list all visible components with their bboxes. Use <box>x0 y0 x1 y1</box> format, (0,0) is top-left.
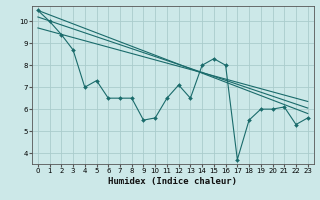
X-axis label: Humidex (Indice chaleur): Humidex (Indice chaleur) <box>108 177 237 186</box>
